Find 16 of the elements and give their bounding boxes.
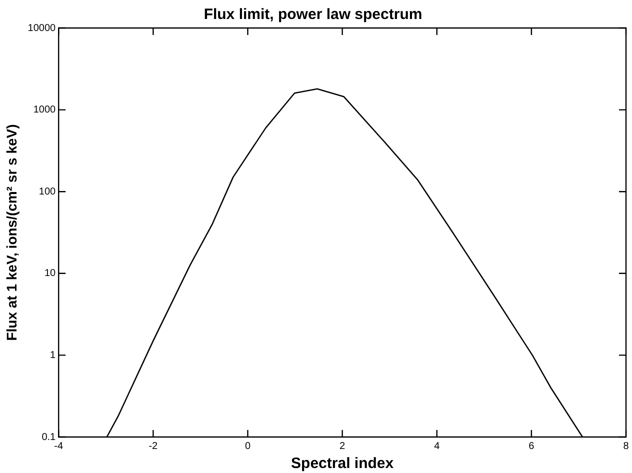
chart-title: Flux limit, power law spectrum xyxy=(204,6,422,24)
x-tick-label: 8 xyxy=(623,440,630,452)
x-axis-title: Spectral index xyxy=(291,455,394,472)
y-tick-label: 1 xyxy=(50,350,56,361)
x-tick-label: 6 xyxy=(528,440,535,452)
y-tick-label: 100 xyxy=(38,186,56,198)
y-tick-label: 1000 xyxy=(33,104,56,116)
y-tick-label: 0.1 xyxy=(42,432,56,443)
y-tick-label: 10000 xyxy=(28,22,56,34)
x-tick-label: 0 xyxy=(244,440,251,452)
y-tick-label: 10 xyxy=(44,268,56,280)
y-axis-title: Flux at 1 keV, ions/(cm² sr s keV) xyxy=(3,124,20,341)
x-tick-label: 4 xyxy=(434,440,440,452)
x-tick-label: 2 xyxy=(340,440,346,452)
x-tick-label: -4 xyxy=(54,440,64,452)
x-tick-label: -2 xyxy=(148,440,158,452)
